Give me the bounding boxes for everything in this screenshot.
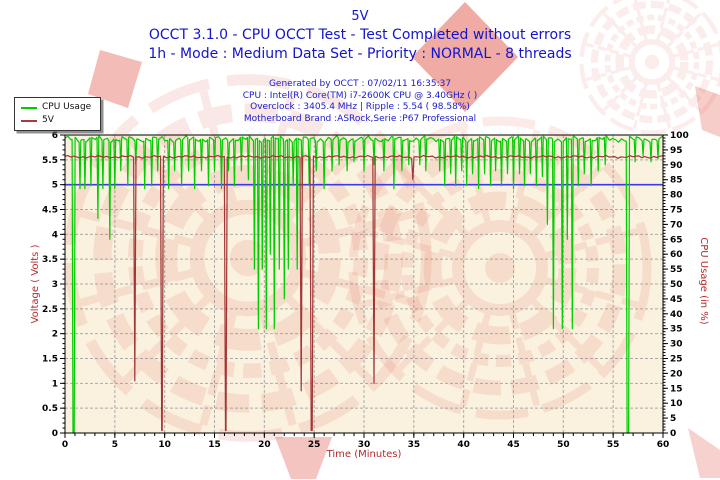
right-axis-title: CPU Usage (in %) bbox=[698, 237, 709, 325]
svg-text:85: 85 bbox=[670, 176, 683, 186]
axis-tick-labels: 0 5 10 15 20 25 30 35 40 45 50 55 6000.511.522.533.5… bbox=[42, 131, 689, 450]
info-overclock-ripple: Overclock : 3405.4 MHz | Ripple : 5.54 (… bbox=[250, 102, 470, 112]
info-cpu: CPU : Intel(R) Core(TM) i7-2600K CPU @ 3… bbox=[242, 90, 478, 101]
svg-text:35: 35 bbox=[408, 440, 421, 450]
svg-text:40: 40 bbox=[457, 440, 470, 450]
info-generated: Generated by OCCT : 07/02/11 16:35:37 bbox=[268, 79, 452, 89]
svg-text:0.5: 0.5 bbox=[42, 404, 58, 414]
data-series bbox=[65, 135, 663, 434]
svg-text:90: 90 bbox=[670, 161, 683, 171]
svg-text:5: 5 bbox=[52, 181, 58, 191]
chart-name: 5V bbox=[351, 9, 369, 24]
svg-text:10: 10 bbox=[670, 399, 683, 409]
legend-item-cpu-usage: CPU Usage bbox=[21, 101, 91, 114]
svg-text:35: 35 bbox=[670, 325, 683, 335]
svg-text:2: 2 bbox=[52, 330, 58, 340]
axis-ticks bbox=[60, 134, 668, 438]
svg-text:6: 6 bbox=[52, 131, 58, 141]
svg-text:60: 60 bbox=[670, 250, 683, 260]
svg-text:25: 25 bbox=[670, 355, 683, 365]
svg-text:80: 80 bbox=[670, 191, 683, 201]
svg-text:70: 70 bbox=[670, 220, 683, 230]
svg-text:20: 20 bbox=[258, 440, 271, 450]
svg-text:5.5: 5.5 bbox=[42, 156, 58, 166]
svg-text:50: 50 bbox=[670, 280, 683, 290]
chart-subtitle: 1h - Mode : Medium Data Set - Priority :… bbox=[148, 46, 572, 62]
svg-text:0: 0 bbox=[52, 429, 58, 439]
svg-text:0: 0 bbox=[670, 429, 676, 439]
legend-item-5v: 5V bbox=[21, 114, 91, 127]
svg-text:30: 30 bbox=[670, 340, 683, 350]
svg-text:45: 45 bbox=[507, 440, 520, 450]
legend-label-cpu-usage: CPU Usage bbox=[42, 102, 92, 112]
cpu-usage-line-swatch bbox=[21, 106, 37, 109]
chart-title: OCCT 3.1.0 - CPU OCCT Test - Test Comple… bbox=[148, 27, 572, 43]
svg-text:5: 5 bbox=[112, 440, 118, 450]
svg-text:40: 40 bbox=[670, 310, 683, 320]
svg-text:55: 55 bbox=[607, 440, 620, 450]
svg-text:25: 25 bbox=[308, 440, 321, 450]
svg-text:15: 15 bbox=[208, 440, 221, 450]
svg-text:65: 65 bbox=[670, 235, 683, 245]
svg-text:55: 55 bbox=[670, 265, 683, 275]
watermark bbox=[64, 0, 720, 479]
legend-label-5v: 5V bbox=[42, 115, 54, 125]
svg-text:60: 60 bbox=[657, 440, 670, 450]
svg-text:3: 3 bbox=[52, 280, 58, 290]
svg-text:3.5: 3.5 bbox=[42, 255, 58, 265]
svg-text:10: 10 bbox=[158, 440, 171, 450]
x-axis-title: Time (Minutes) bbox=[326, 449, 402, 460]
svg-text:75: 75 bbox=[670, 206, 683, 216]
svg-text:1: 1 bbox=[52, 379, 58, 389]
svg-text:30: 30 bbox=[358, 440, 371, 450]
svg-text:45: 45 bbox=[670, 295, 683, 305]
legend: CPU Usage 5V bbox=[14, 97, 102, 131]
info-motherboard: Motherboard Brand :ASRock,Serie :P67 Pro… bbox=[243, 113, 477, 124]
svg-text:95: 95 bbox=[670, 146, 683, 156]
svg-text:15: 15 bbox=[670, 384, 683, 394]
svg-text:50: 50 bbox=[557, 440, 570, 450]
svg-text:0: 0 bbox=[62, 440, 68, 450]
test-info-block: Generated by OCCT : 07/02/11 16:35:37 CP… bbox=[0, 79, 720, 125]
svg-text:20: 20 bbox=[670, 369, 683, 379]
svg-text:5: 5 bbox=[670, 414, 676, 424]
svg-text:4: 4 bbox=[52, 230, 58, 240]
svg-text:1.5: 1.5 bbox=[42, 355, 58, 365]
svg-text:2.5: 2.5 bbox=[42, 305, 58, 315]
5v-line-swatch bbox=[21, 119, 37, 122]
left-axis-title: Voltage ( Volts ) bbox=[30, 244, 41, 323]
svg-text:4.5: 4.5 bbox=[42, 206, 58, 216]
svg-text:100: 100 bbox=[670, 131, 689, 141]
